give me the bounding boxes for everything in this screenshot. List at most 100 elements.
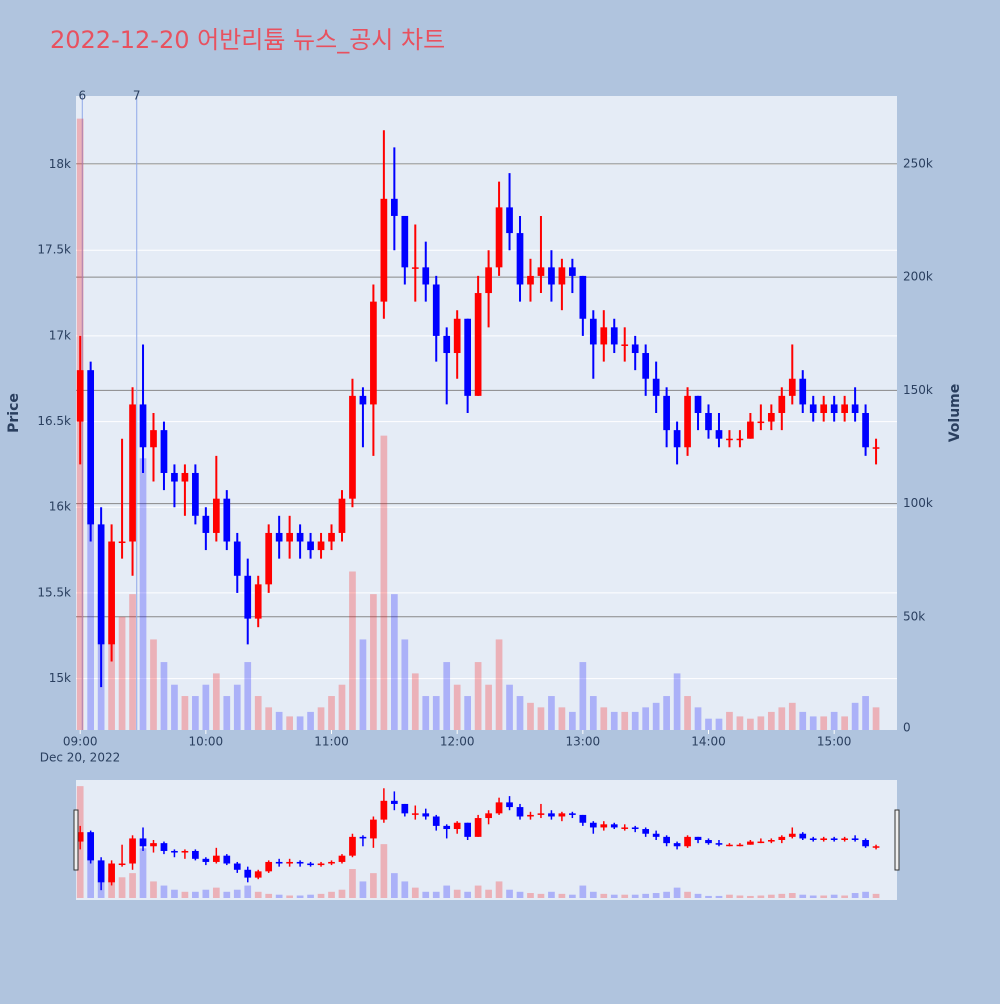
candle-body	[621, 827, 629, 829]
candle-body	[254, 584, 262, 619]
volume-bar	[684, 696, 691, 730]
candle-body	[118, 863, 126, 866]
candle-body	[317, 541, 325, 551]
volume-bar	[296, 716, 304, 730]
candle-body	[537, 813, 545, 815]
volume-bar	[589, 696, 597, 730]
volume-bar	[506, 889, 513, 898]
volume-bar	[432, 891, 440, 898]
volume-bar	[171, 684, 178, 730]
candle-body	[705, 413, 712, 431]
volume-bar	[150, 639, 157, 730]
candle-body	[192, 472, 199, 516]
volume-bar	[736, 716, 744, 730]
candle-body	[296, 532, 304, 542]
volume-bar	[139, 848, 147, 898]
y-tick-label: 17k	[49, 328, 71, 342]
volume-bar	[726, 894, 733, 898]
volume-bar	[390, 873, 398, 898]
candle-body	[579, 814, 587, 823]
candle-body	[548, 267, 555, 285]
candle-body	[736, 438, 744, 441]
candle-body	[872, 447, 880, 449]
candle-body	[726, 438, 733, 441]
volume-bar	[453, 889, 461, 898]
x-tick-label: 13:00	[566, 735, 601, 749]
candle-body	[464, 318, 472, 396]
candle-body	[359, 395, 367, 405]
candle-body	[129, 838, 136, 864]
candle-body	[453, 822, 461, 830]
volume-bar	[359, 881, 367, 898]
candle-body	[809, 838, 817, 840]
volume-bar	[516, 891, 524, 898]
candle-body	[673, 430, 681, 448]
volume-bar	[233, 684, 241, 730]
candle-body	[799, 833, 807, 839]
candle-body	[548, 813, 555, 817]
volume-bar	[642, 893, 650, 898]
volume-bar	[380, 844, 388, 898]
news-marker-label: 7	[133, 89, 141, 103]
volume-bar	[610, 711, 618, 730]
volume-bar	[233, 889, 241, 898]
volume-bar	[474, 662, 482, 730]
candle-body	[97, 860, 105, 883]
news-marker-label: 6	[78, 89, 86, 103]
candle-body	[767, 840, 775, 842]
volume-bar	[705, 718, 712, 730]
volume-bar	[370, 873, 377, 898]
candle-body	[495, 802, 503, 814]
candle-body	[307, 541, 314, 551]
volume-bar	[328, 891, 335, 898]
candle-body	[715, 843, 723, 845]
candle-body	[233, 541, 241, 576]
volume-bar	[715, 718, 723, 730]
candle-body	[767, 413, 775, 422]
y2-tick-label: 50k	[903, 609, 925, 623]
volume-bar	[464, 696, 472, 730]
volume-bar	[830, 894, 838, 898]
volume-bar	[160, 662, 168, 730]
range-handle-left[interactable]	[73, 809, 79, 871]
volume-bar	[715, 895, 723, 898]
candle-body	[411, 267, 419, 269]
candle-body	[202, 515, 210, 533]
volume-bar	[851, 893, 859, 898]
candle-body	[401, 215, 409, 268]
volume-bar	[767, 711, 775, 730]
candle-body	[328, 532, 335, 542]
candle-body	[747, 841, 754, 845]
candle-body	[296, 861, 304, 864]
volume-bar	[631, 711, 639, 730]
candle-body	[349, 395, 356, 499]
candle-body	[443, 335, 451, 354]
y-tick-label: 15k	[49, 671, 71, 685]
range-handle-right[interactable]	[894, 809, 900, 871]
volume-bar	[181, 891, 189, 898]
volume-bar	[872, 707, 880, 730]
volume-bar	[370, 594, 377, 730]
candle-body	[349, 836, 356, 856]
volume-bar	[569, 894, 576, 898]
candle-body	[338, 498, 346, 533]
candle-body	[684, 836, 691, 847]
volume-bar	[799, 711, 807, 730]
volume-bar	[118, 616, 126, 730]
candle-body	[600, 824, 608, 828]
volume-bar	[600, 707, 608, 730]
volume-bar	[569, 711, 576, 730]
volume-bar	[872, 893, 880, 898]
y2-tick-label: 100k	[903, 496, 933, 510]
y-axis-title: Price	[6, 393, 22, 433]
candle-body	[694, 836, 702, 840]
volume-bar	[317, 707, 325, 730]
volume-bar	[558, 707, 566, 730]
candle-body	[265, 532, 273, 585]
candle-body	[663, 395, 670, 431]
candle-body	[160, 843, 168, 851]
candle-body	[265, 861, 273, 872]
candle-body	[820, 838, 828, 840]
candle-body	[275, 861, 283, 864]
candle-body	[359, 836, 367, 839]
